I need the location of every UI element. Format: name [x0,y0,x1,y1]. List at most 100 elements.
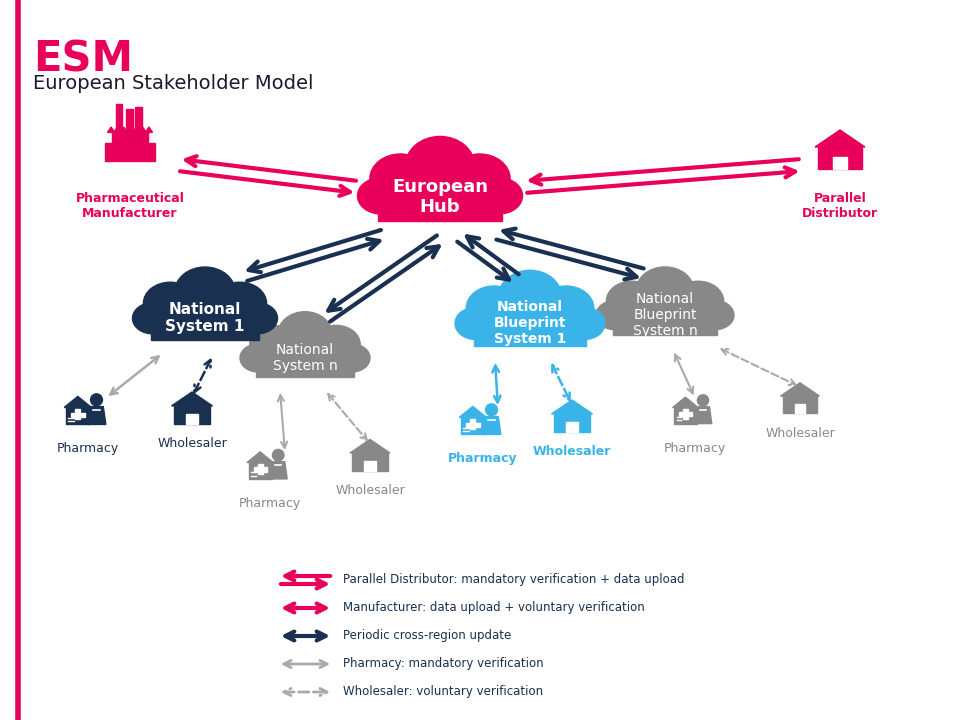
Text: Pharmacy: Pharmacy [57,442,119,455]
Text: Wholesaler: Wholesaler [765,427,835,440]
Ellipse shape [370,154,431,204]
Ellipse shape [455,307,497,340]
Text: Periodic cross-region update: Periodic cross-region update [343,629,512,642]
Bar [782,396,817,413]
Bar [174,406,210,424]
Ellipse shape [498,270,562,323]
Polygon shape [482,417,501,434]
Bar [115,104,122,132]
Ellipse shape [405,136,474,195]
Bar [71,413,84,417]
Bar [66,408,89,425]
Polygon shape [127,127,133,132]
Text: Wholesaler: voluntary verification: Wholesaler: voluntary verification [343,685,543,698]
Bar [674,408,697,423]
Text: European Stakeholder Model: European Stakeholder Model [33,74,314,93]
Bar [566,422,578,432]
Bar [365,461,375,471]
Text: Pharmaceutical
Manufacturer: Pharmaceutical Manufacturer [76,192,184,220]
Ellipse shape [240,344,276,372]
Ellipse shape [312,325,360,364]
Polygon shape [87,407,106,425]
Ellipse shape [539,286,593,330]
Bar [679,413,692,416]
Polygon shape [64,397,91,408]
Text: Parallel
Distributor: Parallel Distributor [802,192,878,220]
Text: Wholesaler: Wholesaler [157,437,227,450]
Text: National
System 1: National System 1 [165,302,245,334]
Bar [833,157,847,169]
Bar [249,462,272,479]
Ellipse shape [449,154,510,204]
Text: Wholesaler: Wholesaler [533,445,612,458]
Text: Pharmacy: Pharmacy [448,452,517,465]
Ellipse shape [636,267,694,315]
Circle shape [486,404,497,415]
Text: Pharmacy: Pharmacy [664,442,726,455]
Polygon shape [269,462,287,479]
Ellipse shape [132,302,173,334]
Polygon shape [108,127,114,132]
Bar [151,313,259,340]
Polygon shape [815,130,865,147]
Text: ESM: ESM [33,38,133,80]
Text: Manufacturer: data upload + voluntary verification: Manufacturer: data upload + voluntary ve… [343,601,645,614]
Polygon shape [145,127,153,132]
Text: National
Blueprint
System n: National Blueprint System n [633,292,697,338]
Polygon shape [120,127,128,132]
Bar [473,318,587,346]
Bar [461,418,485,434]
Bar [186,414,198,424]
Polygon shape [139,127,146,132]
Ellipse shape [175,267,235,318]
Bar [127,109,132,132]
Ellipse shape [277,312,332,358]
Ellipse shape [213,282,267,325]
Polygon shape [780,383,820,396]
Bar [378,189,502,220]
Bar [470,419,475,429]
Ellipse shape [563,307,605,340]
Polygon shape [459,406,487,418]
Bar [75,409,81,419]
Bar [257,464,263,474]
Ellipse shape [237,302,277,334]
Polygon shape [673,397,698,408]
Text: Wholesaler: Wholesaler [335,484,405,497]
Polygon shape [350,439,390,453]
Ellipse shape [250,325,298,364]
Bar [256,353,353,377]
Ellipse shape [476,178,522,214]
Ellipse shape [143,282,197,325]
Text: National
Blueprint
System 1: National Blueprint System 1 [493,300,566,346]
Text: Parallel Distributor: mandatory verification + data upload: Parallel Distributor: mandatory verifica… [343,574,684,587]
Polygon shape [132,127,140,132]
Polygon shape [247,452,274,462]
Bar [683,409,687,419]
Bar [253,467,267,472]
Bar [135,107,142,132]
Ellipse shape [357,178,404,214]
Polygon shape [114,127,121,132]
Circle shape [697,395,708,406]
Bar [795,404,805,413]
Ellipse shape [673,282,724,321]
Circle shape [273,449,284,461]
Bar [112,132,148,143]
Text: National
System n: National System n [273,343,337,373]
Text: Pharmacy: Pharmacy [239,497,301,510]
Bar [613,310,717,335]
Ellipse shape [467,286,521,330]
Circle shape [90,394,103,406]
Bar [554,414,590,432]
Bar [352,453,388,471]
Ellipse shape [695,300,734,330]
Text: Pharmacy: mandatory verification: Pharmacy: mandatory verification [343,657,543,670]
Ellipse shape [596,300,635,330]
Bar [818,147,862,169]
Polygon shape [172,392,212,406]
Bar [105,143,156,161]
Text: European
Hub: European Hub [392,178,488,217]
Polygon shape [551,400,592,414]
Ellipse shape [607,282,658,321]
